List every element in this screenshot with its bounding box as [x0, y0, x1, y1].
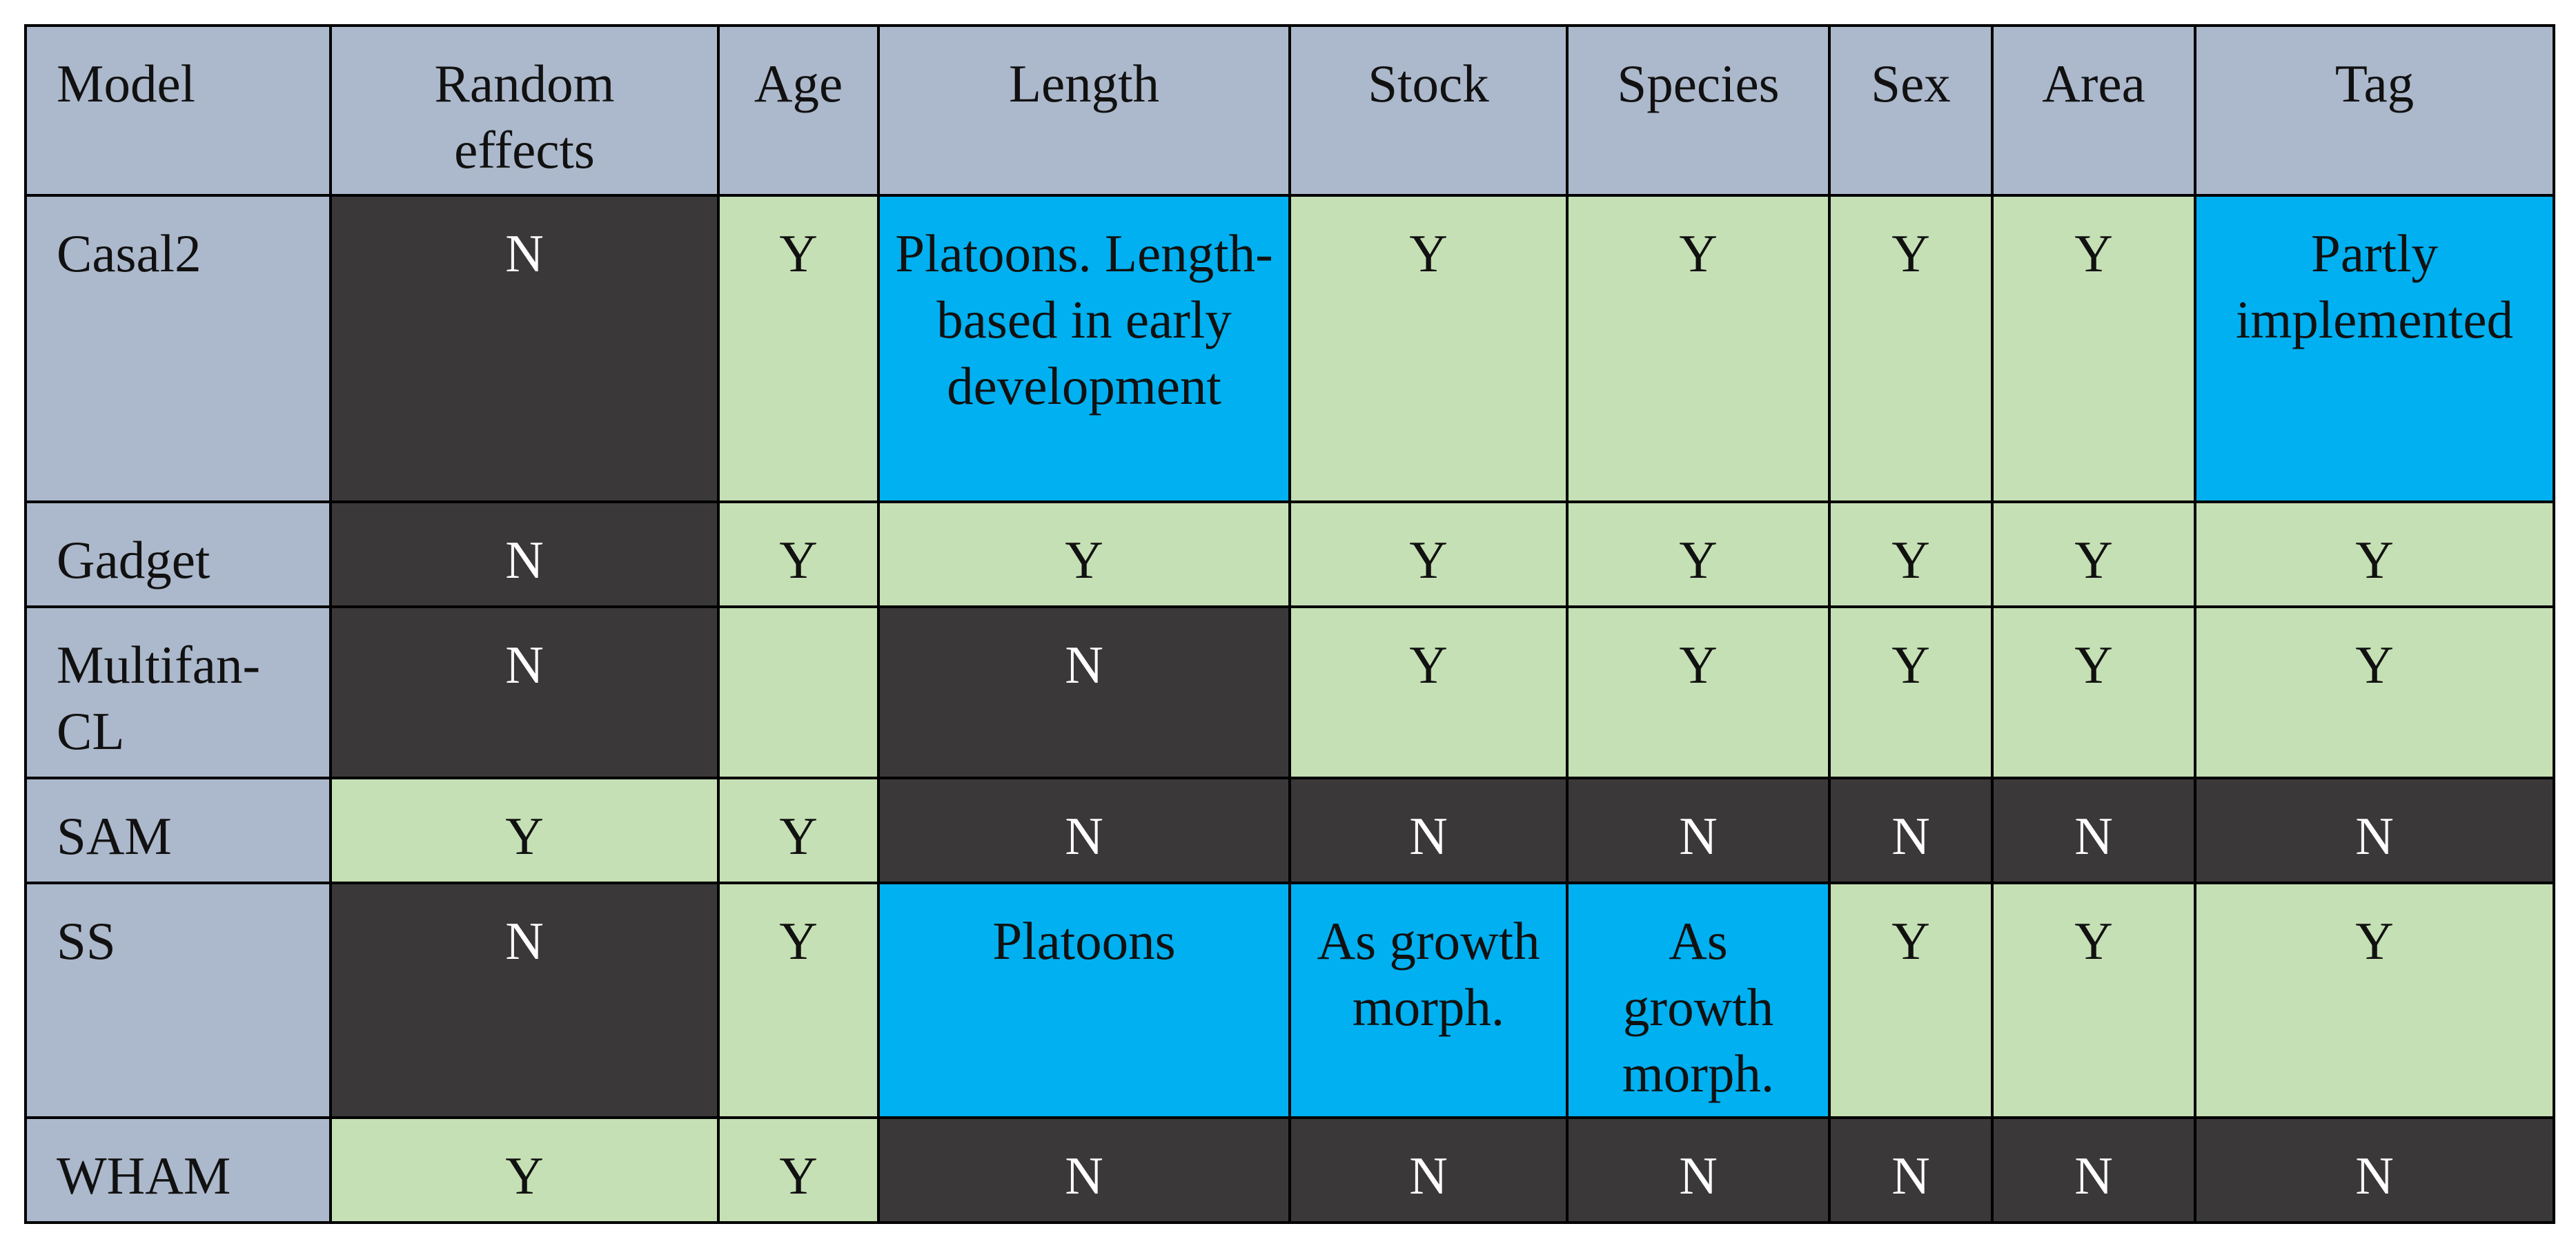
table-cell-area: Y — [1991, 605, 2196, 779]
table-cell-length: Y — [877, 500, 1291, 608]
header-area: Area — [1991, 24, 2196, 197]
table-cell-species: N — [1566, 777, 1831, 884]
table-cell-tag: N — [2194, 777, 2555, 884]
table-row: SS N Y Platoons As growth morph. As growth mo… — [24, 882, 2555, 1119]
header-model: Model — [24, 24, 332, 197]
table-cell-length: Platoons — [877, 882, 1291, 1119]
table-cell-area: N — [1991, 1116, 2196, 1224]
model-name-cell: SAM — [24, 777, 332, 884]
table-cell-stock: N — [1288, 777, 1569, 884]
header-row: Model Random effects Age Length Stock Sp… — [24, 24, 2555, 197]
table-cell-area: N — [1991, 777, 2196, 884]
table-cell-tag: Y — [2194, 605, 2555, 779]
header-stock: Stock — [1288, 24, 1569, 197]
table-cell-age: Y — [717, 1116, 880, 1224]
header-sex: Sex — [1828, 24, 1994, 197]
table-row: SAM Y Y N N N N N N — [24, 777, 2555, 884]
table-cell-length: N — [877, 605, 1291, 779]
table-cell-random-effects: N — [329, 500, 720, 608]
table-cell-random-effects: Y — [329, 777, 720, 884]
table-cell-sex: Y — [1828, 500, 1994, 608]
table-cell-species: N — [1566, 1116, 1831, 1224]
table-cell-stock: Y — [1288, 194, 1569, 503]
table-row: Casal2 N Y Platoons. Length-based in early … — [24, 194, 2555, 503]
table-cell-stock: Y — [1288, 500, 1569, 608]
table-cell-sex: N — [1828, 777, 1994, 884]
table-cell-age: Y — [717, 882, 880, 1119]
header-length: Length — [877, 24, 1291, 197]
table-cell-sex: Y — [1828, 194, 1994, 503]
model-comparison-table: Model Random effects Age Length Stock Sp… — [24, 24, 2555, 1224]
table-cell-species: As growth morph. — [1566, 882, 1831, 1119]
table-cell-tag: Y — [2194, 882, 2555, 1119]
table-cell-sex: Y — [1828, 605, 1994, 779]
table-cell-species: Y — [1566, 500, 1831, 608]
table-cell-length: Platoons. Length-based in early developm… — [877, 194, 1291, 503]
table-cell-stock: As growth morph. — [1288, 882, 1569, 1119]
model-name-cell: SS — [24, 882, 332, 1119]
table-cell-age: Y — [717, 777, 880, 884]
table-cell-tag: Y — [2194, 500, 2555, 608]
table-cell-age: Y — [717, 500, 880, 608]
table-cell-tag: N — [2194, 1116, 2555, 1224]
table-cell-age — [717, 605, 880, 779]
table-cell-sex: Y — [1828, 882, 1994, 1119]
table-cell-length: N — [877, 1116, 1291, 1224]
header-random-effects: Random effects — [329, 24, 720, 197]
table-cell-stock: N — [1288, 1116, 1569, 1224]
header-age: Age — [717, 24, 880, 197]
header-species: Species — [1566, 24, 1831, 197]
model-name-cell: Multifan-CL — [24, 605, 332, 779]
model-name-cell: Gadget — [24, 500, 332, 608]
table-cell-area: Y — [1991, 194, 2196, 503]
table-cell-random-effects: Y — [329, 1116, 720, 1224]
table-row: WHAM Y Y N N N N N N — [24, 1116, 2555, 1224]
table-cell-area: Y — [1991, 882, 2196, 1119]
table-cell-age: Y — [717, 194, 880, 503]
table-body: Casal2 N Y Platoons. Length-based in early … — [24, 194, 2555, 1224]
table-cell-random-effects: N — [329, 194, 720, 503]
table-row: Multifan-CL N N Y Y Y Y Y — [24, 605, 2555, 779]
table-cell-tag: Partly implemented — [2194, 194, 2555, 503]
table-cell-stock: Y — [1288, 605, 1569, 779]
table-cell-length: N — [877, 777, 1291, 884]
header-tag: Tag — [2194, 24, 2555, 197]
comparison-table-wrapper: Model Random effects Age Length Stock Sp… — [24, 24, 2555, 1224]
table-cell-species: Y — [1566, 605, 1831, 779]
model-name-cell: Casal2 — [24, 194, 332, 503]
table-cell-random-effects: N — [329, 605, 720, 779]
table-cell-species: Y — [1566, 194, 1831, 503]
model-name-cell: WHAM — [24, 1116, 332, 1224]
table-row: Gadget N Y Y Y Y Y Y Y — [24, 500, 2555, 608]
table-cell-random-effects: N — [329, 882, 720, 1119]
table-cell-sex: N — [1828, 1116, 1994, 1224]
table-cell-area: Y — [1991, 500, 2196, 608]
